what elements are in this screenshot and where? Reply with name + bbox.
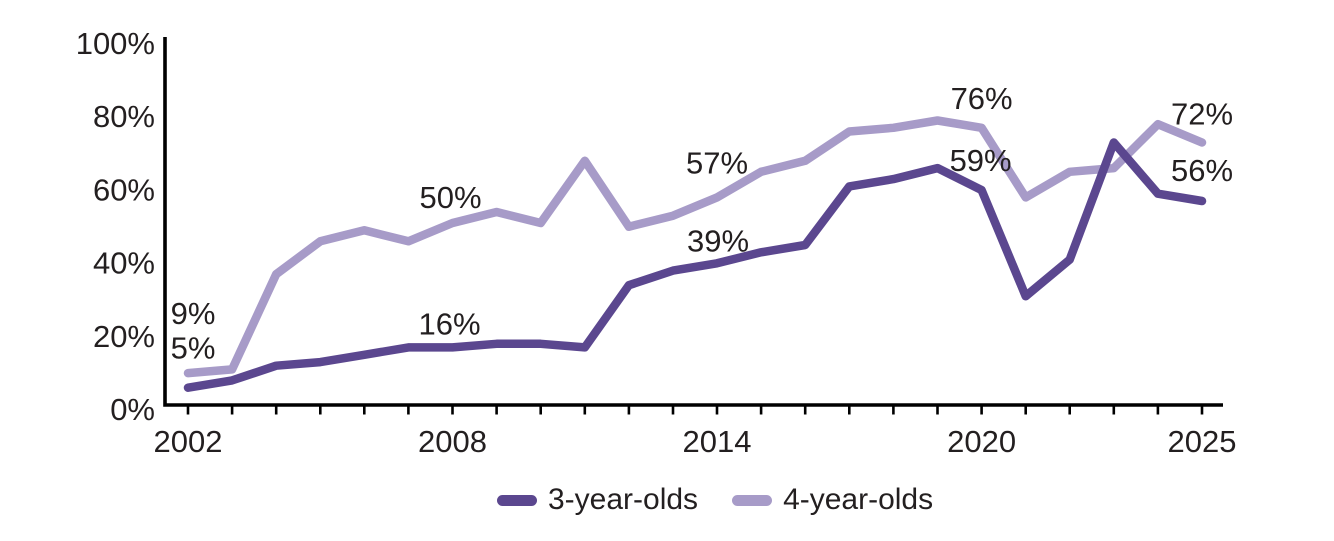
y-tick-label: 40% [93, 246, 155, 281]
y-tick-label: 100% [76, 26, 155, 61]
y-axis-labels: 0% 20% 40% 60% 80% 100% [76, 26, 155, 427]
x-tick-label: 2008 [418, 424, 487, 459]
data-label: 9% [171, 296, 216, 331]
data-label: 72% [1171, 97, 1233, 132]
axis-lines [163, 37, 1223, 407]
x-tick-label: 2025 [1168, 424, 1237, 459]
x-tick-label: 2002 [154, 424, 223, 459]
y-tick-label: 0% [110, 392, 155, 427]
x-axis-labels: 2002 2008 2014 2020 2025 [154, 424, 1237, 459]
y-tick-label: 80% [93, 99, 155, 134]
data-label: 59% [950, 143, 1012, 178]
legend-swatch-3-year-olds [497, 494, 537, 506]
legend-item-3-year-olds: 3-year-olds [497, 484, 698, 516]
chart-legend: 3-year-olds 4-year-olds [497, 484, 933, 516]
x-axis-ticks [186, 405, 1204, 415]
x-tick-label: 2014 [683, 424, 752, 459]
data-label: 50% [419, 180, 481, 215]
legend-label: 4-year-olds [783, 483, 934, 516]
data-labels: 9%5% 50% 16% 57% 39% 76% 59% 72% 56% [171, 81, 1233, 366]
y-tick-label: 20% [93, 319, 155, 354]
legend-item-4-year-olds: 4-year-olds [732, 484, 933, 516]
data-label: 57% [686, 145, 748, 180]
data-label: 16% [418, 306, 480, 341]
data-label: 5% [171, 331, 216, 366]
y-tick-label: 60% [93, 172, 155, 207]
legend-swatch-4-year-olds [732, 494, 773, 506]
legend-label: 3-year-olds [548, 483, 699, 516]
line-chart: 0% 20% 40% 60% 80% 100% 2002 2008 2014 2020 2025 9%… [76, 26, 1237, 459]
data-label: 56% [1171, 153, 1233, 188]
series-line-3-year-olds [183, 138, 1207, 392]
series-line-4-year-olds [183, 116, 1207, 378]
data-label: 39% [687, 223, 749, 258]
x-tick-label: 2020 [947, 424, 1016, 459]
data-label: 76% [951, 81, 1013, 116]
